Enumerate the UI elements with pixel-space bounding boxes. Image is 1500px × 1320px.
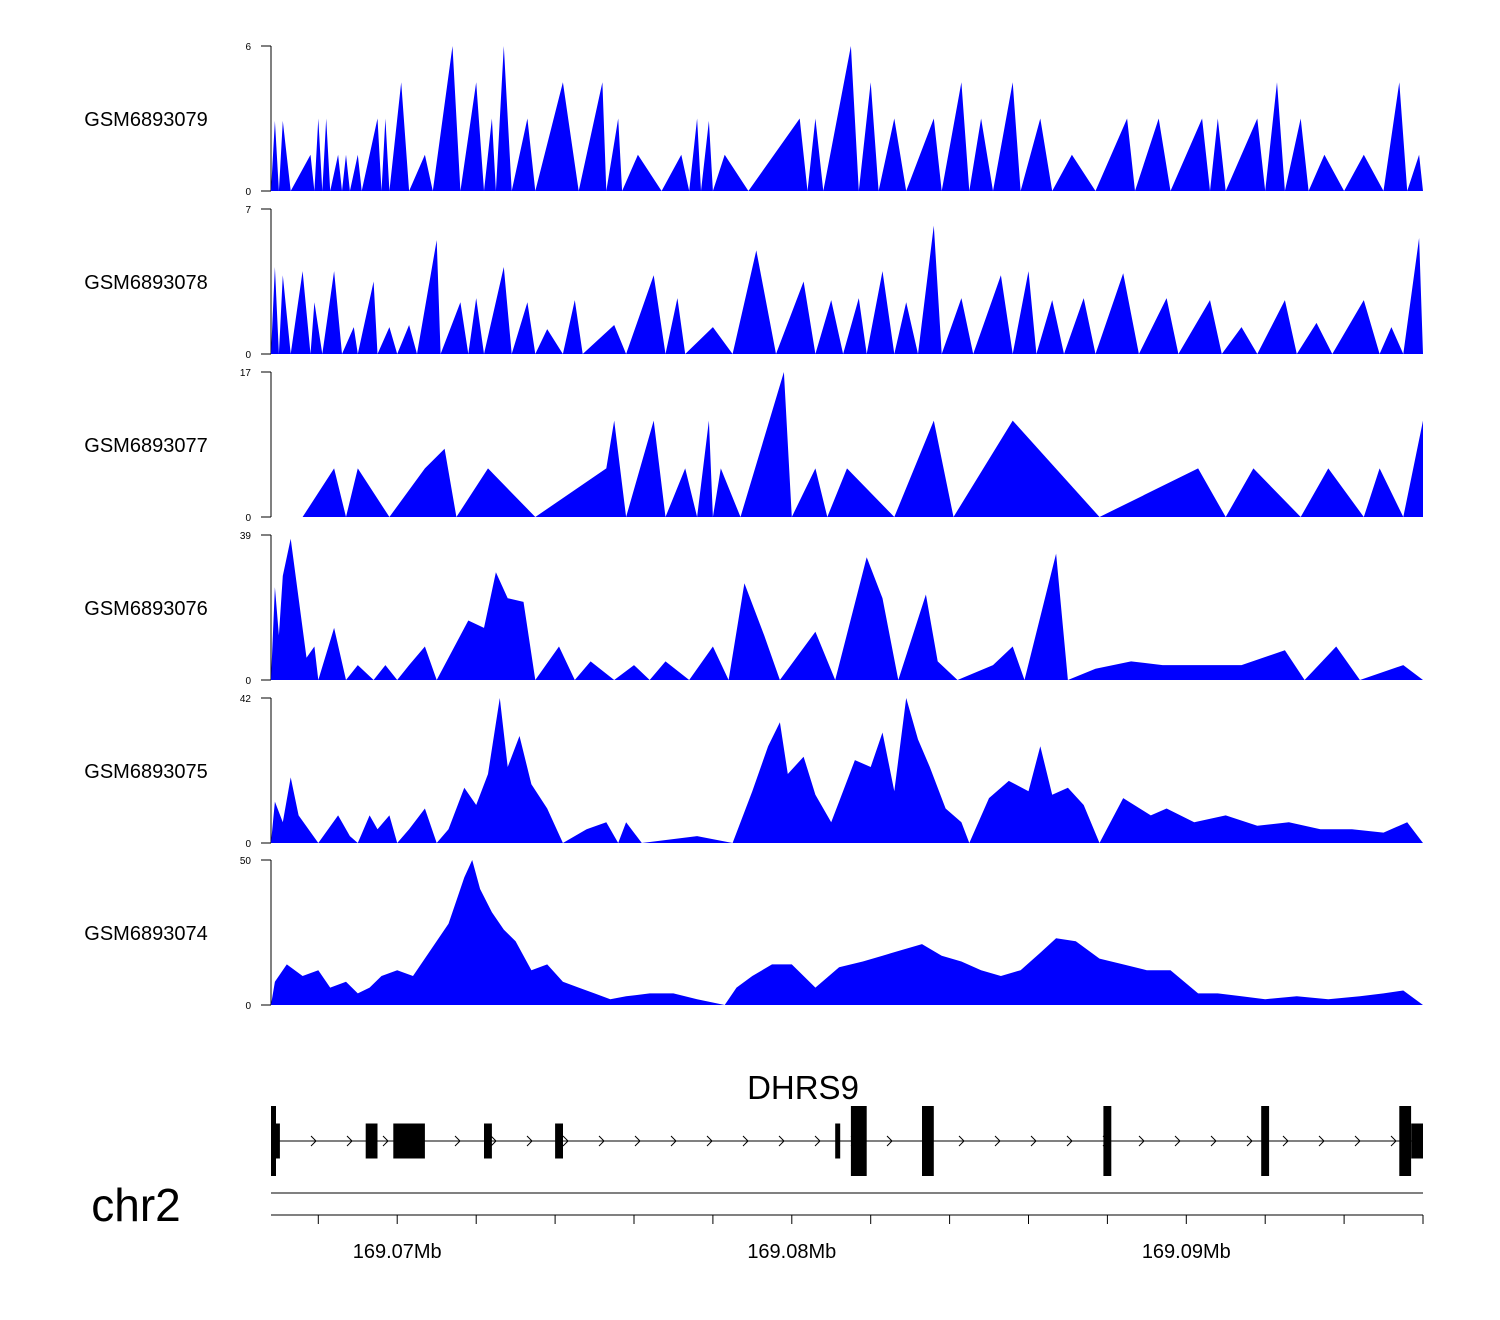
- y-zero-label: 0: [245, 350, 251, 361]
- strand-arrow: [526, 1135, 533, 1147]
- exon-block: [1261, 1106, 1270, 1176]
- y-max-label: 7: [245, 205, 251, 216]
- coverage-area: [271, 225, 1423, 354]
- track-GSM6893079: GSM6893079 6 0: [84, 42, 1423, 198]
- axis-tick-label: 169.09Mb: [1142, 1241, 1231, 1263]
- strand-arrow: [1318, 1135, 1325, 1147]
- chromosome-label: chr2: [91, 1179, 180, 1231]
- strand-arrow: [1210, 1135, 1217, 1147]
- axis-tick-label: 169.08Mb: [747, 1241, 836, 1263]
- exon-block: [835, 1123, 841, 1159]
- strand-arrow: [346, 1135, 353, 1147]
- strand-arrow: [994, 1135, 1001, 1147]
- exon-block: [365, 1123, 378, 1159]
- strand-arrow: [310, 1135, 317, 1147]
- exon-block: [274, 1123, 280, 1159]
- coverage-area: [302, 372, 1424, 517]
- strand-arrow: [562, 1135, 569, 1147]
- track-label: GSM6893074: [84, 923, 207, 945]
- strand-arrow: [886, 1135, 893, 1147]
- axis-tick-label: 169.07Mb: [353, 1241, 442, 1263]
- strand-arrow: [1138, 1135, 1145, 1147]
- y-zero-label: 0: [245, 676, 251, 687]
- strand-arrow: [490, 1135, 497, 1147]
- coverage-area: [271, 538, 1423, 680]
- coverage-area: [271, 860, 1423, 1005]
- coverage-area: [271, 46, 1423, 191]
- y-max-label: 17: [240, 368, 252, 379]
- gene-name-label: DHRS9: [747, 1069, 859, 1106]
- gene-model: DHRS9: [271, 1069, 1423, 1176]
- exon-block: [393, 1123, 425, 1159]
- coverage-tracks: GSM689307960GSM689307870GSM6893077170GSM…: [84, 42, 1424, 1012]
- track-GSM6893078: GSM6893078 7 0: [84, 205, 1423, 361]
- strand-arrow: [742, 1135, 749, 1147]
- track-label: GSM6893077: [84, 435, 207, 457]
- y-max-label: 39: [240, 531, 252, 542]
- track-label: GSM6893076: [84, 598, 207, 620]
- strand-arrow: [814, 1135, 821, 1147]
- coverage-area: [271, 698, 1423, 843]
- exon-block: [555, 1123, 563, 1159]
- y-max-label: 6: [245, 42, 251, 53]
- strand-arrow: [706, 1135, 713, 1147]
- strand-arrow: [1246, 1135, 1253, 1147]
- strand-arrow: [382, 1135, 389, 1147]
- track-GSM6893074: GSM6893074 50 0: [84, 856, 1423, 1012]
- track-label: GSM6893078: [84, 272, 207, 294]
- y-zero-label: 0: [245, 839, 251, 850]
- strand-arrow: [1390, 1135, 1397, 1147]
- genomic-axis: 169.07Mb 169.08Mb 169.09Mb: [271, 1192, 1424, 1263]
- y-max-label: 50: [240, 856, 252, 867]
- exon-block: [850, 1106, 867, 1176]
- exon-block: [1411, 1123, 1423, 1159]
- strand-arrow: [1066, 1135, 1073, 1147]
- track-label: GSM6893079: [84, 109, 207, 131]
- strand-arrow: [634, 1135, 641, 1147]
- y-zero-label: 0: [245, 1001, 251, 1012]
- strand-arrow: [670, 1135, 677, 1147]
- track-GSM6893076: GSM6893076 39 0: [84, 531, 1423, 687]
- exon-block: [271, 1106, 276, 1176]
- strand-arrow: [598, 1135, 605, 1147]
- exon-block: [484, 1123, 492, 1159]
- exon-block: [1103, 1106, 1112, 1176]
- strand-arrow: [778, 1135, 785, 1147]
- strand-arrow: [1354, 1135, 1361, 1147]
- strand-arrow: [958, 1135, 965, 1147]
- strand-arrow: [1174, 1135, 1181, 1147]
- y-zero-label: 0: [245, 187, 251, 198]
- track-label: GSM6893075: [84, 761, 207, 783]
- strand-arrow: [454, 1135, 461, 1147]
- exon-block: [1399, 1106, 1412, 1176]
- strand-arrow: [1282, 1135, 1289, 1147]
- y-max-label: 42: [240, 694, 252, 705]
- y-zero-label: 0: [245, 513, 251, 524]
- strand-arrow: [1030, 1135, 1037, 1147]
- track-GSM6893075: GSM6893075 42 0: [84, 694, 1423, 850]
- track-GSM6893077: GSM6893077 17 0: [84, 368, 1424, 524]
- exon-block: [922, 1106, 934, 1176]
